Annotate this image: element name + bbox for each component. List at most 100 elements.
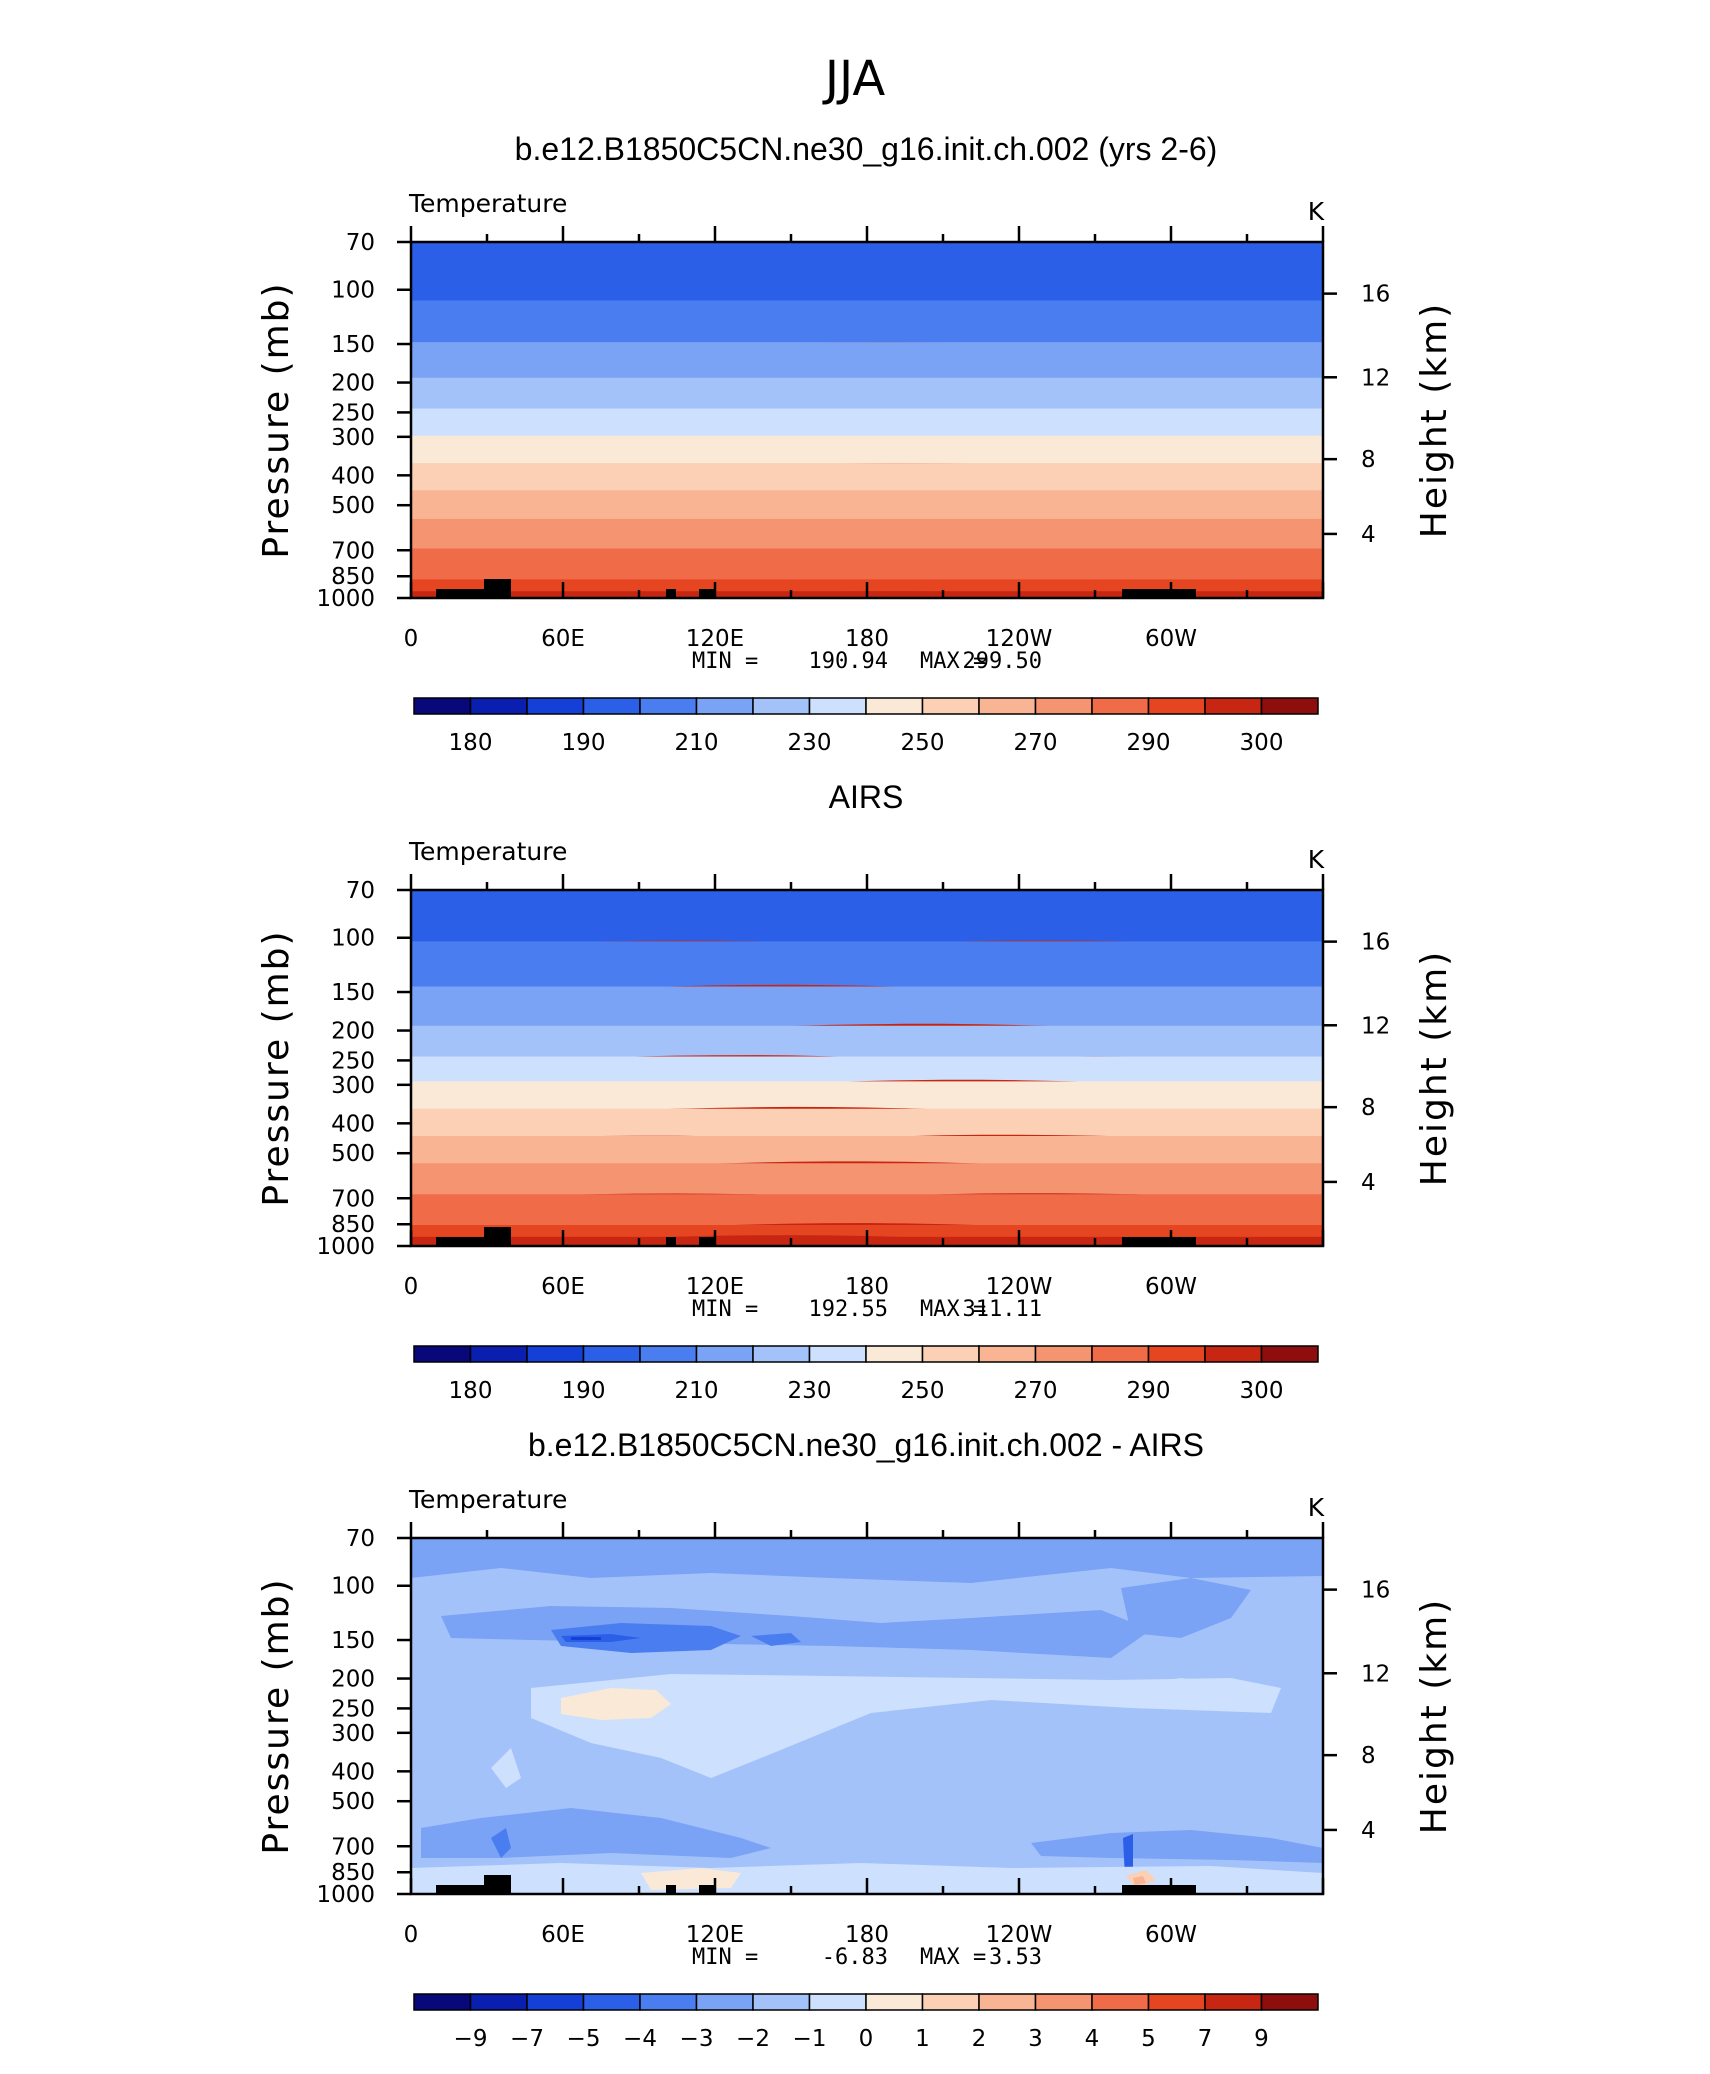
colorbar-label: 230 <box>788 1378 832 1404</box>
contour-band <box>411 986 1323 1029</box>
panel-2: AIRS Temperature K 0 60E 120E 180 120W 60W 70 100 1… <box>256 779 1455 1404</box>
x-tick-label: 60E <box>541 1274 585 1300</box>
colorbar-box <box>413 1993 472 2011</box>
y-tick-label: 400 <box>331 1111 375 1137</box>
contour-region <box>411 1538 1323 1583</box>
colorbar: −9 −7 −5 −4 −3 −2 −1 0 1 2 3 4 5 7 9 <box>413 1993 1319 2052</box>
colorbar-label: 180 <box>449 730 493 756</box>
panel-title: AIRS <box>829 779 904 815</box>
colorbar-box <box>695 1993 754 2011</box>
contour-band <box>411 1108 1323 1139</box>
colorbar-label: −2 <box>736 2026 770 2052</box>
variable-label: Temperature <box>408 189 567 218</box>
panel-title: b.e12.B1850C5CN.ne30_g16.init.ch.002 (yr… <box>515 131 1218 167</box>
x-tick-label: 60W <box>1145 626 1197 652</box>
contour-region <box>1121 1578 1251 1638</box>
colorbar-box <box>1091 697 1150 715</box>
colorbar-box <box>582 1993 641 2011</box>
panel-title: b.e12.B1850C5CN.ne30_g16.init.ch.002 - A… <box>528 1427 1204 1463</box>
min-value: 192.55 <box>809 1297 888 1322</box>
y-tick-label: 250 <box>331 1048 375 1074</box>
contour-band <box>411 1136 1323 1167</box>
x-tick-label: 120E <box>686 1922 744 1948</box>
y-right-tick-label: 16 <box>1361 282 1390 308</box>
y-right-tick-label: 4 <box>1361 1170 1376 1196</box>
max-value: 3.53 <box>989 1945 1042 1970</box>
colorbar-box <box>582 697 641 715</box>
contour-band <box>411 408 1323 439</box>
colorbar: 180 190 210 230 250 270 290 300 <box>413 697 1319 756</box>
colorbar-label: 230 <box>788 730 832 756</box>
y-tick-label: 150 <box>331 980 375 1006</box>
colorbar-box <box>1091 1345 1150 1363</box>
colorbar-label: −1 <box>793 2026 827 2052</box>
contour-band <box>411 1025 1323 1060</box>
y-right-tick-label: 12 <box>1361 365 1390 391</box>
x-tick-label: 60E <box>541 1922 585 1948</box>
colorbar-box <box>582 1345 641 1363</box>
min-value: -6.83 <box>822 1945 888 1970</box>
variable-label: Temperature <box>408 837 567 866</box>
colorbar-label: 180 <box>449 1378 493 1404</box>
x-tick-label: 120E <box>686 626 744 652</box>
colorbar-box <box>1034 697 1093 715</box>
x-tick-label: 60W <box>1145 1922 1197 1948</box>
colorbar-label: −9 <box>454 2026 488 2052</box>
contour-band <box>411 1081 1323 1112</box>
colorbar-label: 290 <box>1127 1378 1171 1404</box>
colorbar-box <box>695 1345 754 1363</box>
topography-mask <box>666 1237 676 1246</box>
y-tick-label: 300 <box>331 425 375 451</box>
colorbar-box <box>469 1345 528 1363</box>
x-tick-label: 120W <box>986 1922 1053 1948</box>
colorbar-box <box>1091 1993 1150 2011</box>
contour-band <box>411 463 1323 494</box>
x-tick-label: 180 <box>845 1274 889 1300</box>
colorbar-box <box>978 1993 1037 2011</box>
colorbar-box <box>1034 1345 1093 1363</box>
y-tick-label: 1000 <box>316 586 375 612</box>
colorbar-label: 290 <box>1127 730 1171 756</box>
y-tick-label: 70 <box>346 878 375 904</box>
colorbar-box <box>978 697 1037 715</box>
y-tick-label: 100 <box>331 926 375 952</box>
x-tick-label: 180 <box>845 626 889 652</box>
colorbar-box <box>1204 1345 1263 1363</box>
y-tick-label: 250 <box>331 400 375 426</box>
contour-region <box>561 1688 671 1720</box>
contour-band <box>411 1163 1323 1198</box>
colorbar-box <box>808 1345 867 1363</box>
colorbar-label: 270 <box>1014 1378 1058 1404</box>
colorbar-box <box>978 1345 1037 1363</box>
colorbar-label: 190 <box>562 1378 606 1404</box>
max-value: 299.50 <box>963 649 1042 674</box>
y-tick-label: 850 <box>331 564 375 590</box>
y-axis-title: Pressure (mb) <box>256 929 297 1206</box>
y-tick-label: 1000 <box>316 1882 375 1908</box>
y-tick-label: 100 <box>331 1574 375 1600</box>
colorbar-box <box>1260 1993 1319 2011</box>
topography-mask <box>484 1875 511 1894</box>
min-label: MIN = <box>692 1297 758 1322</box>
topography-mask <box>699 589 714 598</box>
contour-region <box>571 1637 601 1640</box>
colorbar-label: −5 <box>567 2026 601 2052</box>
y-tick-label: 100 <box>331 278 375 304</box>
contour-band <box>411 490 1323 522</box>
y-right-tick-label: 12 <box>1361 1013 1390 1039</box>
colorbar-label: 5 <box>1141 2026 1156 2052</box>
colorbar-label: 7 <box>1198 2026 1213 2052</box>
contour-region <box>551 1623 741 1653</box>
y-tick-label: 200 <box>331 1019 375 1045</box>
colorbar-box <box>752 1345 811 1363</box>
figure-title: JJA <box>822 51 885 107</box>
colorbar: 180 190 210 230 250 270 290 300 <box>413 1345 1319 1404</box>
x-tick-label: 60E <box>541 626 585 652</box>
variable-label: Temperature <box>408 1485 567 1514</box>
colorbar-box <box>1147 1993 1206 2011</box>
y-right-tick-label: 4 <box>1361 522 1376 548</box>
topography-mask <box>1122 589 1196 598</box>
colorbar-label: 3 <box>1028 2026 1043 2052</box>
x-tick-label: 60W <box>1145 1274 1197 1300</box>
colorbar-label: 210 <box>675 1378 719 1404</box>
